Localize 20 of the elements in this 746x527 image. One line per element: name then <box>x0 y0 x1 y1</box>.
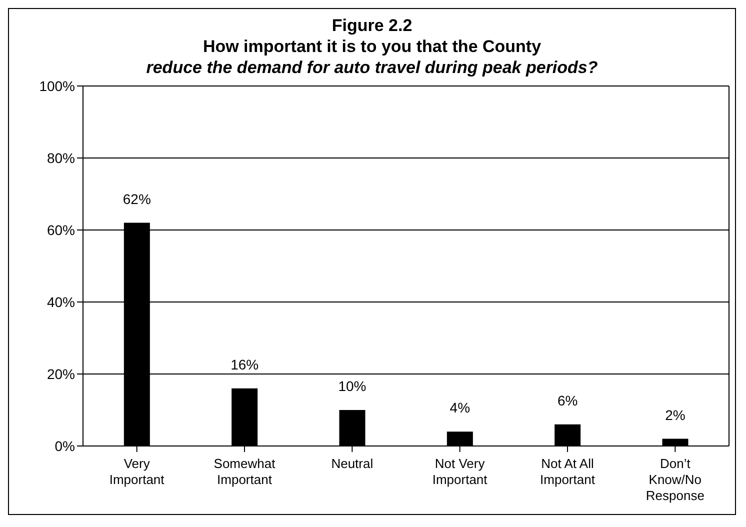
data-label: 10% <box>338 378 366 394</box>
y-tick-label: 40% <box>46 294 75 310</box>
data-label: 4% <box>450 400 470 416</box>
x-tick-label: Not At All Important <box>540 456 596 487</box>
data-label: 62% <box>122 190 151 207</box>
x-tick-label: Very Important <box>109 456 165 487</box>
data-label: 16% <box>230 356 259 372</box>
chart-subtitle: reduce the demand for auto travel during peak periods? <box>145 57 599 78</box>
data-label: 6% <box>557 392 578 408</box>
chart-title: Figure 2.2 How important it is to you that the County <box>202 15 542 57</box>
y-tick-label: 20% <box>46 366 75 382</box>
x-tick-label: Don’t Know/No Response <box>646 456 704 503</box>
y-tick-label: 0% <box>54 438 75 454</box>
y-tick-label: 80% <box>46 150 75 166</box>
data-label: 2% <box>665 406 686 423</box>
y-tick-label: 60% <box>46 222 75 238</box>
x-tick-label: Neutral <box>331 456 374 471</box>
y-tick-label: 100% <box>39 78 75 94</box>
x-tick-label: Not Very Important <box>432 456 488 487</box>
x-tick-label: Somewhat Important <box>214 456 276 487</box>
